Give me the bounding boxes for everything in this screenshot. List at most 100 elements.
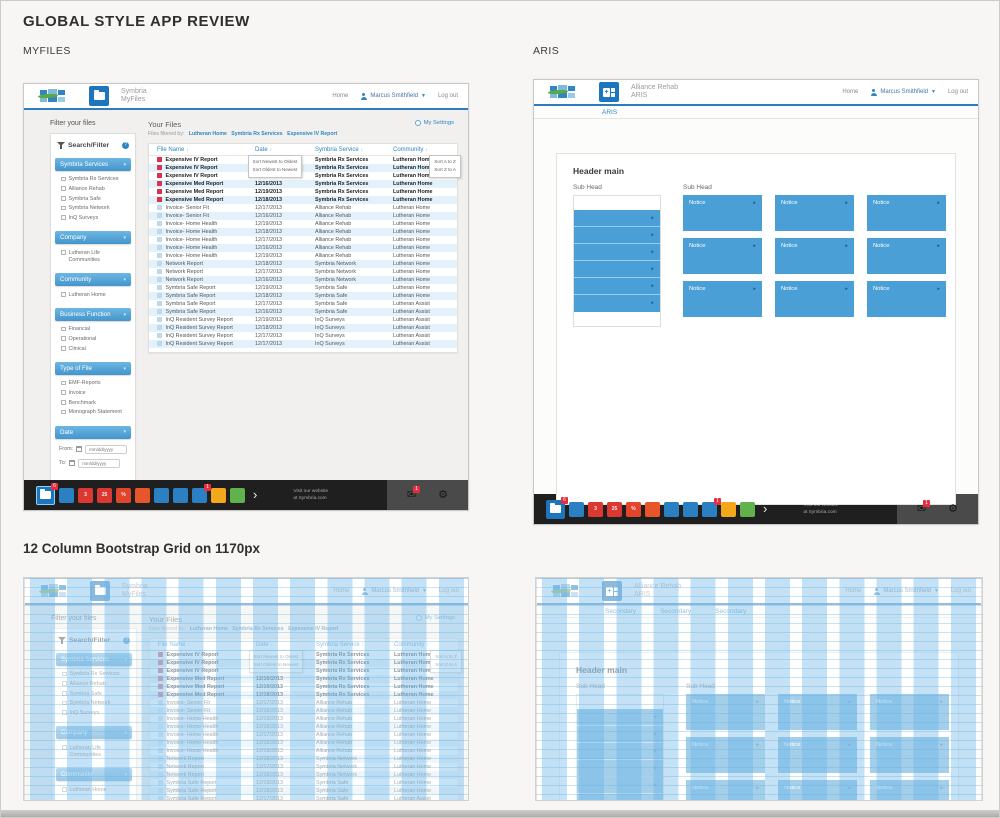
column-header-service[interactable]: Symbria Service ↕ <box>315 146 363 153</box>
nav-logout-link[interactable]: Log out <box>950 588 971 594</box>
filter-option[interactable]: Lutheran Home <box>61 290 129 300</box>
my-settings-button[interactable]: My Settings <box>415 615 459 621</box>
filter-option[interactable]: Alliance Rehab <box>62 680 130 690</box>
notice-card[interactable]: Notice ► <box>683 195 762 231</box>
filter-section-header[interactable]: Symbria Services ▾ <box>56 653 132 666</box>
subnav-item-secondary[interactable]: Secondary <box>605 607 637 615</box>
filter-option[interactable]: Symbria Safe <box>62 689 130 699</box>
table-row[interactable]: Invoice- Senior Fit 12/17/2013 Alliance Re… <box>149 204 457 212</box>
table-row[interactable]: Expensive Med Report 12/19/2013 Symbria Rx… <box>149 188 457 196</box>
notice-card[interactable]: Notice ► <box>867 195 946 231</box>
user-menu[interactable]: Marcus Smithfield ▼ <box>360 92 426 100</box>
notice-card[interactable]: Notice ► <box>683 281 762 317</box>
list-item[interactable]: ► <box>577 777 663 794</box>
notice-card[interactable]: Notice ► <box>683 238 762 274</box>
sort-option[interactable]: Sort Newest to Oldest <box>253 654 299 659</box>
help-icon[interactable]: ? <box>123 636 130 644</box>
checkbox[interactable] <box>62 671 67 677</box>
search-filter-row[interactable]: Search/Filter ? <box>55 139 131 154</box>
table-row[interactable]: Invoice- Home Health 12/19/2013 Alliance R… <box>149 252 457 260</box>
table-row[interactable]: Expensive Med Report 12/16/2013 Symbria Rx… <box>150 675 458 683</box>
app-tile[interactable]: % <box>116 487 131 503</box>
list-item[interactable]: ► <box>574 244 660 261</box>
checkbox[interactable] <box>61 380 66 386</box>
filter-chip[interactable]: Expensive IV Report <box>288 626 339 632</box>
table-row[interactable]: Invoice- Senior Fit 12/16/2013 Alliance Re… <box>149 212 457 220</box>
checkbox[interactable] <box>62 700 67 706</box>
sort-option[interactable]: Sort Z to A <box>434 167 456 173</box>
app-tile[interactable] <box>740 501 755 517</box>
nav-home-link[interactable]: Home <box>332 93 349 99</box>
table-row[interactable]: Symbria Safe Report 12/16/2013 Symbria Saf… <box>149 308 457 316</box>
list-item[interactable]: ► <box>574 227 660 244</box>
checkbox[interactable] <box>62 745 67 750</box>
app-tile[interactable]: 1 <box>702 497 721 517</box>
mail-icon[interactable]: ✉ 1 <box>407 485 421 501</box>
filter-option[interactable]: Clinical <box>61 344 129 354</box>
filter-chip[interactable]: Symbria Rx Services <box>232 626 284 632</box>
filter-option[interactable]: Financial <box>61 325 129 335</box>
notice-card[interactable]: Notice ► <box>775 281 854 317</box>
table-row[interactable]: Invoice- Senior Fit 12/16/2013 Alliance Re… <box>150 707 458 715</box>
checkbox[interactable] <box>61 196 66 201</box>
nav-home-link[interactable]: Home <box>333 588 350 594</box>
app-tile[interactable]: 25 <box>97 487 112 503</box>
filter-option[interactable]: Lutheran Life Communities <box>62 743 130 760</box>
filter-section-header[interactable]: Type of File ▾ <box>55 362 131 376</box>
notice-card[interactable]: Notice ► <box>870 737 949 773</box>
table-row[interactable]: Invoice- Home Health 12/17/2013 Alliance R… <box>149 236 457 244</box>
filter-section-header-date[interactable]: Date ▾ <box>55 425 131 439</box>
table-row[interactable]: Expensive Med Report 12/19/2013 Symbria Rx… <box>150 683 458 691</box>
user-menu[interactable]: Marcus Smithfield ▼ <box>870 88 936 96</box>
filter-option[interactable]: Benchmark <box>61 398 129 408</box>
filter-option[interactable]: Lutheran Home <box>62 785 130 795</box>
filter-option[interactable]: Symbria Rx Services <box>61 175 129 185</box>
checkbox[interactable] <box>61 346 66 351</box>
filter-section-header[interactable]: Company ▾ <box>56 726 132 740</box>
table-row[interactable]: Invoice- Home Health 12/19/2013 Alliance R… <box>150 715 458 723</box>
filter-option[interactable]: InQ Surveys <box>62 709 130 719</box>
date-from-input[interactable] <box>85 444 128 454</box>
filter-chip[interactable]: Lutheran Home <box>189 626 228 632</box>
filter-chip[interactable]: Symbria Rx Services <box>231 131 283 137</box>
column-header-date[interactable]: Date ↕ <box>256 641 273 648</box>
sort-option[interactable]: Sort Oldest to Newest <box>253 662 299 668</box>
sort-option[interactable]: Sort A to Z <box>435 654 457 659</box>
app-tile[interactable]: 1 <box>192 483 211 503</box>
myfiles-app-icon[interactable] <box>89 86 109 106</box>
table-row[interactable]: Network Report 12/18/2013 Symbria Network L… <box>150 755 458 763</box>
table-row[interactable]: InQ Resident Survey Report 12/19/2013 InQ … <box>149 316 457 324</box>
table-row[interactable]: InQ Resident Survey Report 12/18/2013 InQ … <box>149 324 457 332</box>
notice-card[interactable]: Notice ► <box>775 238 854 274</box>
table-row[interactable]: Invoice- Home Health 12/16/2013 Alliance R… <box>149 244 457 252</box>
list-item[interactable]: ► <box>574 295 660 312</box>
app-tile[interactable] <box>173 487 188 503</box>
list-item[interactable]: ► <box>577 794 663 800</box>
checkbox[interactable] <box>61 409 66 415</box>
table-row[interactable]: Symbria Safe Report 12/18/2013 Symbria Saf… <box>149 292 457 300</box>
checkbox[interactable] <box>62 710 67 715</box>
nav-logout-link[interactable]: Log out <box>438 588 459 594</box>
taskbar-folder-tile[interactable]: 6 <box>546 496 568 519</box>
checkbox[interactable] <box>61 215 66 220</box>
sort-option[interactable]: Sort A to Z <box>434 159 456 164</box>
app-tile[interactable] <box>664 501 679 517</box>
table-row[interactable]: Invoice- Senior Fit 12/17/2013 Alliance Re… <box>150 699 458 707</box>
help-icon[interactable]: ? <box>122 141 129 149</box>
nav-logout-link[interactable]: Log out <box>947 89 968 95</box>
table-row[interactable]: Expensive Med Report 12/18/2013 Symbria Rx… <box>150 691 458 699</box>
filter-option[interactable]: Alliance Rehab <box>61 185 129 195</box>
list-item[interactable]: ► <box>577 760 663 777</box>
list-item[interactable]: ► <box>574 261 660 278</box>
sort-option[interactable]: Sort Z to A <box>435 662 457 668</box>
filter-option[interactable]: InQ Surveys <box>61 214 129 224</box>
notice-card[interactable]: Notice ► <box>867 281 946 317</box>
nav-home-link[interactable]: Home <box>845 588 862 594</box>
filter-option[interactable]: Operational <box>61 335 129 345</box>
chevron-right-icon[interactable]: › <box>763 500 768 516</box>
table-row[interactable]: Network Report 12/16/2013 Symbria Network L… <box>149 276 457 284</box>
